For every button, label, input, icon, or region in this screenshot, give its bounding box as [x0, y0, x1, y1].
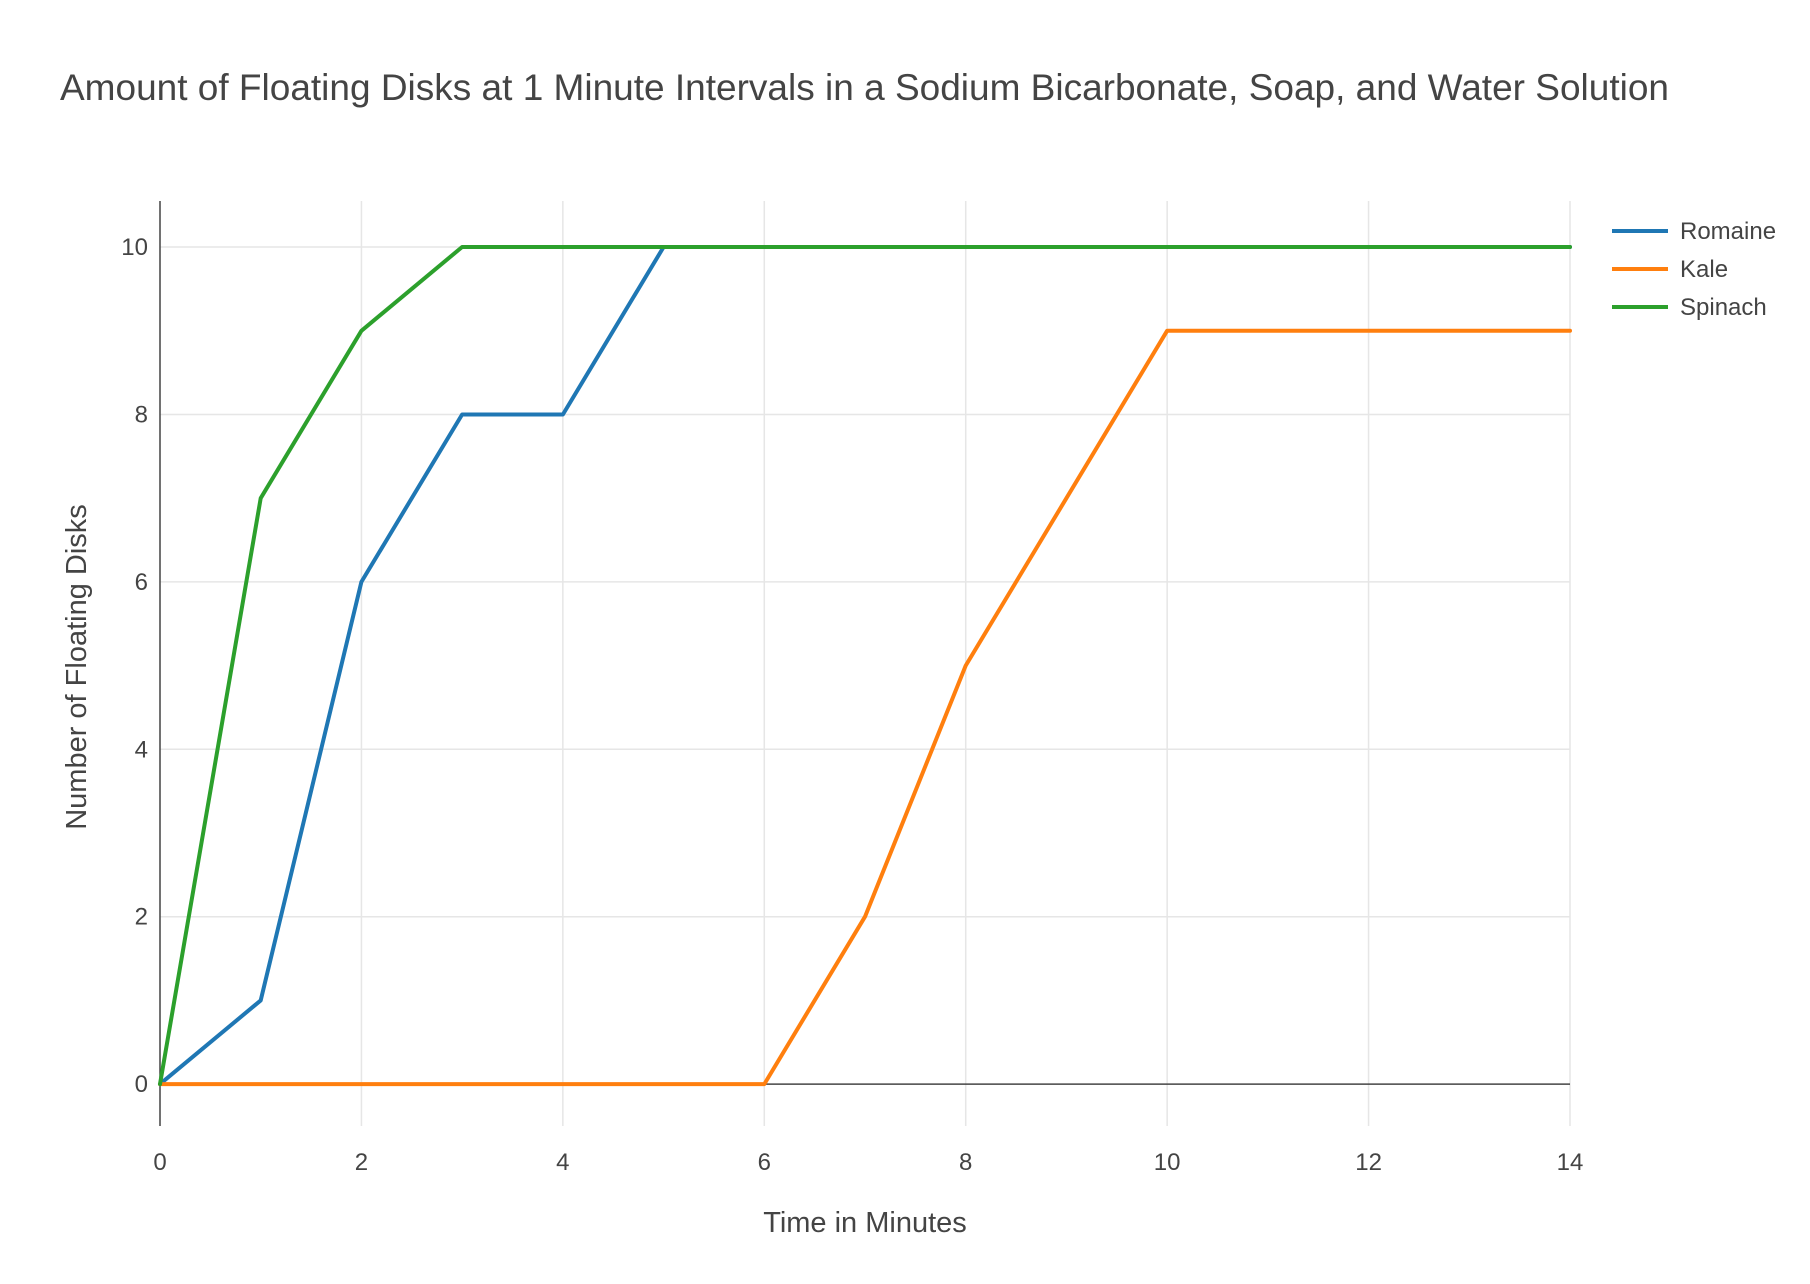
grid	[160, 201, 1571, 1126]
legend-label: Spinach	[1680, 294, 1767, 321]
y-tick-label: 10	[121, 234, 148, 261]
x-tick-label: 2	[355, 1149, 368, 1176]
legend-item-spinach[interactable]: Spinach	[1612, 294, 1767, 321]
series-line-kale[interactable]	[158, 328, 1572, 1087]
x-axis-title: Time in Minutes	[763, 1207, 967, 1239]
axes: 0 2 4 6 8 10 12 14 0 2 4 6 8 10	[121, 201, 1583, 1176]
legend-label: Romaine	[1680, 218, 1776, 245]
x-tick-label: 4	[556, 1149, 569, 1176]
x-tick-label: 6	[758, 1149, 771, 1176]
x-tick-label: 8	[959, 1149, 972, 1176]
y-tick-label: 8	[135, 401, 148, 428]
legend-label: Kale	[1680, 256, 1728, 283]
y-tick-label: 0	[135, 1071, 148, 1098]
y-tick-label: 6	[135, 569, 148, 596]
legend[interactable]: Romaine Kale Spinach	[1612, 218, 1776, 321]
x-tick-label: 10	[1154, 1149, 1181, 1176]
y-tick-label: 4	[135, 736, 148, 763]
series-line-spinach[interactable]	[158, 245, 1572, 1087]
legend-item-romaine[interactable]: Romaine	[1612, 218, 1776, 245]
series-line-romaine[interactable]	[158, 245, 1572, 1087]
y-tick-label: 2	[135, 904, 148, 931]
y-axis-title: Number of Floating Disks	[61, 504, 93, 830]
chart-title: Amount of Floating Disks at 1 Minute Int…	[60, 67, 1669, 108]
x-tick-label: 12	[1355, 1149, 1382, 1176]
series-lines	[158, 245, 1572, 1087]
legend-item-kale[interactable]: Kale	[1612, 256, 1728, 283]
x-tick-label: 0	[153, 1149, 166, 1176]
x-tick-label: 14	[1557, 1149, 1584, 1176]
